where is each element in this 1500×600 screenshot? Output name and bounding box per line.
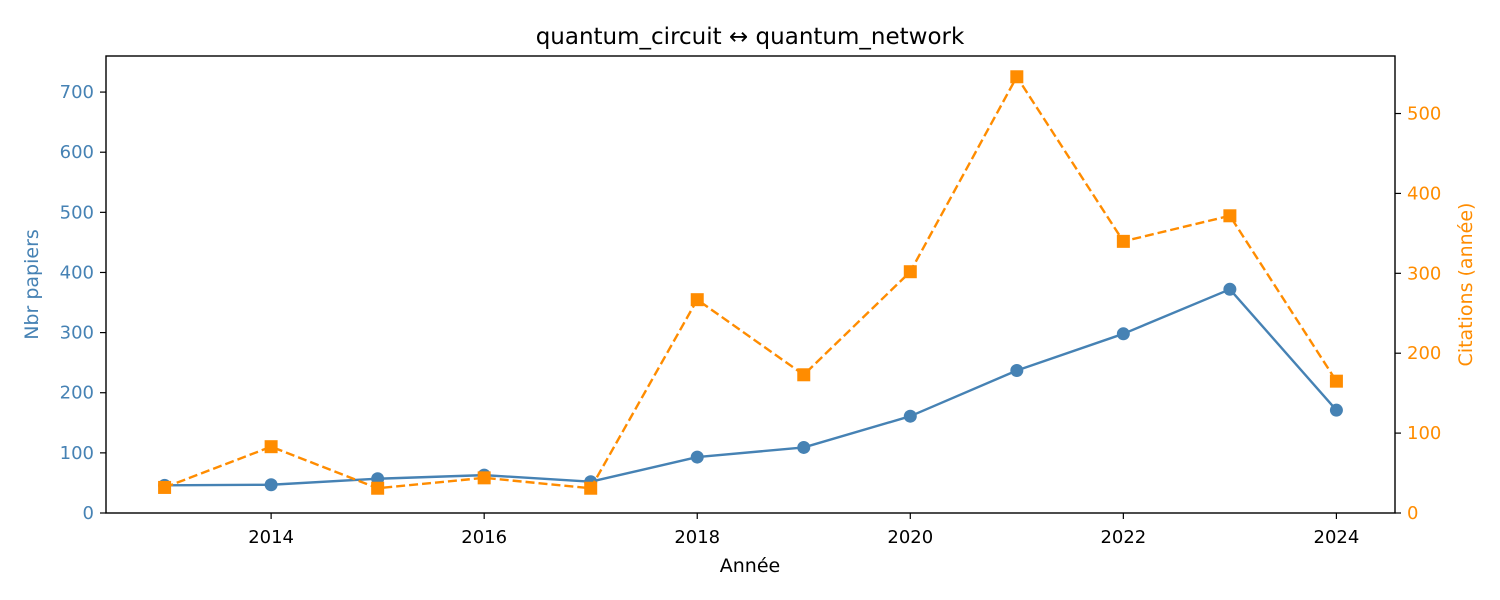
series-point-right [158,480,172,494]
series-point-right [1010,70,1024,84]
series-point-left [264,478,278,492]
right-y-tick-label: 400 [1407,183,1441,204]
series-point-right [690,293,704,307]
series-point-right [903,265,917,279]
series-point-right [371,481,385,495]
plot-frame [105,55,1396,514]
series-point-right [584,481,598,495]
x-axis-label: Année [720,555,780,577]
series-point-right [264,440,278,454]
left-y-tick-label: 700 [60,82,94,103]
right-y-tick-label: 500 [1407,104,1441,125]
chart-title: quantum_circuit ↔ quantum_network [536,24,965,50]
series-point-right [1223,209,1237,223]
series-point-right [1116,234,1130,248]
x-tick-label: 2014 [248,527,294,548]
left-y-tick-label: 400 [60,262,94,283]
series-point-left [1010,363,1024,377]
series-line-left [164,288,1338,487]
series-point-left [1116,327,1130,341]
left-y-axis-label: Nbr papiers [21,229,43,340]
x-tick-label: 2018 [674,527,720,548]
series-point-right [477,471,491,485]
left-y-tick-label: 100 [60,443,94,464]
left-y-tick-label: 0 [83,503,94,524]
series-point-left [690,450,704,464]
right-y-axis-label: Citations (année) [1455,203,1477,367]
series-line-right [164,75,1338,490]
series-point-right [1329,374,1343,388]
right-y-tick-label: 200 [1407,343,1441,364]
x-tick-label: 2024 [1314,527,1360,548]
plot-marks [158,70,1343,495]
right-y-tick-label: 100 [1407,423,1441,444]
left-y-tick-label: 500 [60,202,94,223]
left-y-tick-label: 300 [60,323,94,344]
left-y-tick-label: 200 [60,383,94,404]
series-point-left [903,409,917,423]
x-tick-label: 2020 [887,527,933,548]
x-tick-label: 2022 [1100,527,1146,548]
series-point-right [797,368,811,382]
axes: 2014 2016 2018 2020 2022 2024 0 100 200 300 400 500… [60,55,1441,548]
x-tick-label: 2016 [461,527,507,548]
right-y-tick-label: 0 [1407,503,1418,524]
right-y-tick-label: 300 [1407,263,1441,284]
series-point-left [1329,403,1343,417]
series-point-left [797,440,811,454]
left-y-tick-label: 600 [60,142,94,163]
series-point-left [1223,282,1237,296]
